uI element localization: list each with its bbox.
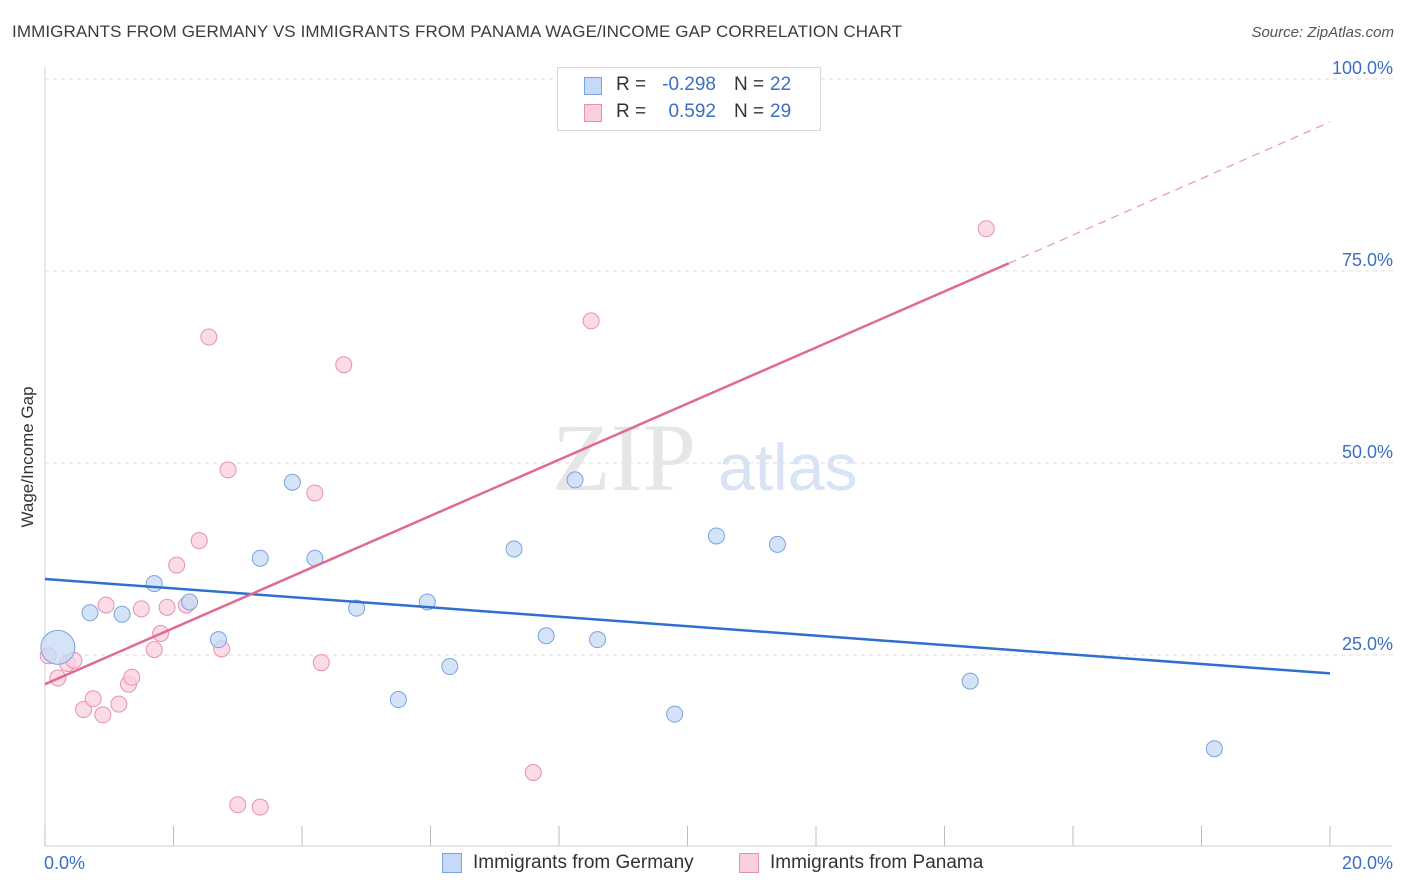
panama-point xyxy=(582,312,600,330)
panama-point xyxy=(84,690,102,708)
panama-n-label: N = xyxy=(734,101,765,122)
germany-point xyxy=(348,599,366,617)
germany-point xyxy=(1205,740,1223,758)
series-legend-panama-swatch xyxy=(739,853,759,873)
germany-point xyxy=(537,627,555,645)
panama-r-label: R = xyxy=(616,101,647,122)
panama-point xyxy=(75,701,93,719)
panama-point xyxy=(524,764,542,782)
source-credit: Source: ZipAtlas.com xyxy=(1251,24,1394,41)
germany-point xyxy=(283,473,301,491)
germany-swatch xyxy=(584,77,602,95)
germany-point xyxy=(707,527,725,545)
chart-title: IMMIGRANTS FROM GERMANY VS IMMIGRANTS FR… xyxy=(12,22,903,41)
axes-layer xyxy=(44,67,1392,847)
x-tick-label: 20.0% xyxy=(1342,853,1393,873)
points-layer xyxy=(39,220,1223,816)
germany-point xyxy=(961,672,979,690)
y-tick-label: 100.0% xyxy=(1332,58,1393,78)
y-tick-label: 25.0% xyxy=(1342,634,1393,654)
germany-n-label: N = xyxy=(734,74,765,95)
panama-trend-extension xyxy=(1008,121,1331,264)
germany-point xyxy=(81,604,99,622)
panama-point xyxy=(190,532,208,550)
series-legend-germany-swatch xyxy=(442,853,462,873)
germany-r-label: R = xyxy=(616,74,647,95)
y-axis-label: Wage/Income Gap xyxy=(18,386,37,527)
panama-n-value: 29 xyxy=(770,101,792,122)
germany-trend-line xyxy=(44,577,1331,675)
germany-point xyxy=(251,549,269,567)
panama-point xyxy=(312,654,330,672)
panama-point xyxy=(132,600,150,618)
stats-legend: R = -0.298 N = 22 R = 0.592 N = 29 xyxy=(557,67,821,131)
grid-layer xyxy=(45,78,1394,656)
watermark-zip: ZIP xyxy=(552,404,696,511)
germany-point xyxy=(40,629,76,665)
panama-point xyxy=(977,220,995,238)
panama-point xyxy=(123,668,141,686)
germany-point xyxy=(145,575,163,593)
germany-point xyxy=(505,540,523,558)
panama-point xyxy=(219,461,237,479)
x-tick-label: 0.0% xyxy=(44,853,85,873)
panama-point xyxy=(158,598,176,616)
germany-point xyxy=(666,705,684,723)
y-tick-label: 50.0% xyxy=(1342,442,1393,462)
panama-swatch xyxy=(584,104,602,122)
germany-point xyxy=(566,471,584,489)
germany-n-value: 22 xyxy=(770,74,792,95)
panama-r-value: 0.592 xyxy=(668,101,716,122)
germany-point xyxy=(441,658,459,676)
panama-point xyxy=(229,796,247,814)
germany-point xyxy=(589,631,607,649)
series-legend-germany-label: Immigrants from Germany xyxy=(473,852,694,873)
germany-point xyxy=(389,691,407,709)
trend-layer xyxy=(44,121,1331,686)
panama-point xyxy=(200,328,218,346)
panama-point xyxy=(251,798,269,816)
germany-point xyxy=(113,605,131,623)
panama-point xyxy=(145,641,163,659)
germany-point xyxy=(209,631,227,649)
germany-r-value: -0.298 xyxy=(662,74,716,95)
labels-layer: 25.0% 50.0% 75.0% 100.0% 0.0% 20.0% Wage/Incom… xyxy=(18,58,1393,873)
germany-point xyxy=(181,593,199,611)
panama-point xyxy=(110,695,128,713)
panama-point xyxy=(94,706,112,724)
watermark: ZIP atlas xyxy=(552,404,857,511)
watermark-atlas: atlas xyxy=(718,430,857,504)
panama-point xyxy=(335,356,353,374)
panama-point xyxy=(168,556,186,574)
series-legend-panama-label: Immigrants from Panama xyxy=(770,852,984,873)
panama-point xyxy=(97,596,115,614)
panama-point xyxy=(306,484,324,502)
panama-trend-line xyxy=(44,262,1010,686)
y-tick-label: 75.0% xyxy=(1342,250,1393,270)
germany-point xyxy=(768,535,786,553)
